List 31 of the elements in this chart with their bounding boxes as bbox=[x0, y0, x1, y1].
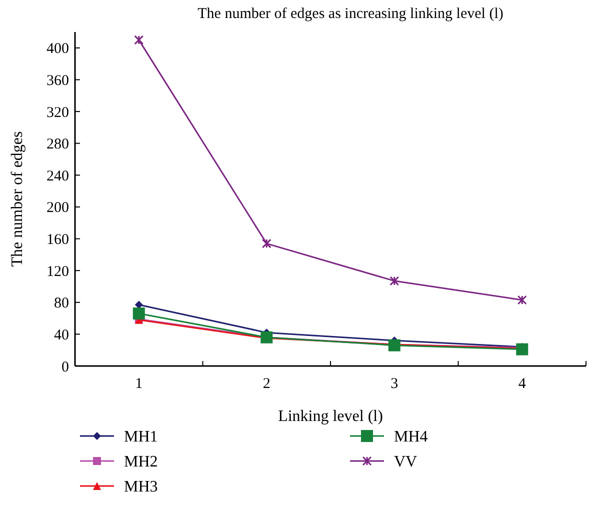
y-tick-label: 360 bbox=[46, 72, 69, 89]
point bbox=[388, 339, 400, 352]
x-tick-label: 3 bbox=[390, 376, 398, 392]
y-tick-label: 120 bbox=[46, 264, 69, 280]
y-axis-title: The number of edges bbox=[9, 131, 26, 267]
point bbox=[262, 238, 272, 248]
point bbox=[134, 35, 144, 45]
legend-label: MH2 bbox=[124, 454, 158, 471]
point bbox=[517, 295, 527, 305]
x-tick-label: 2 bbox=[262, 376, 270, 392]
y-tick-label: 280 bbox=[46, 136, 69, 153]
legend-label: MH1 bbox=[124, 428, 158, 446]
x-tick-label: 1 bbox=[135, 376, 143, 392]
legend-label: MH3 bbox=[124, 478, 158, 496]
point bbox=[134, 300, 143, 309]
y-tick-label: 160 bbox=[46, 232, 69, 248]
point bbox=[516, 343, 528, 356]
chart-title: The number of edges as increasing linking level (l) bbox=[198, 6, 504, 22]
x-tick-label: 4 bbox=[518, 376, 526, 392]
y-tick-label: 200 bbox=[46, 200, 69, 216]
y-tick-label: 80 bbox=[54, 296, 69, 312]
y-tick-label: 320 bbox=[46, 104, 69, 121]
point bbox=[132, 308, 145, 320]
point bbox=[390, 276, 400, 286]
y-tick-label: 240 bbox=[46, 168, 69, 184]
y-tick-label: 40 bbox=[54, 327, 69, 344]
legend-label: VV bbox=[394, 454, 418, 471]
x-axis-title: Linking level (l) bbox=[278, 408, 383, 425]
y-tick-label: 400 bbox=[46, 41, 69, 58]
legend-label: MH4 bbox=[394, 428, 428, 446]
y-tick-label: 0 bbox=[62, 359, 69, 376]
